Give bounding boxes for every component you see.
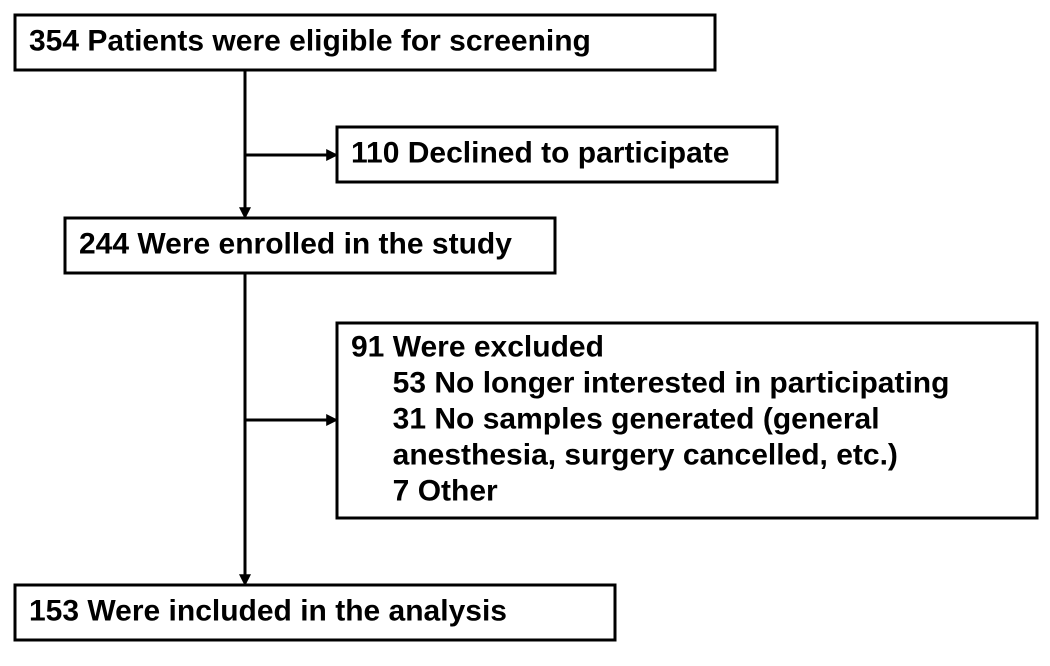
box-excluded-line-1: 53 No longer interested in participating <box>351 366 949 399</box>
box-eligible: 354 Patients were eligible for screening <box>15 15 715 70</box>
box-enrolled-line-0: 244 Were enrolled in the study <box>79 227 512 260</box>
box-excluded-line-3: anesthesia, surgery cancelled, etc.) <box>351 438 898 471</box>
consort-flowchart: 354 Patients were eligible for screening… <box>0 0 1050 666</box>
box-excluded-line-2: 31 No samples generated (general <box>351 402 880 435</box>
box-included-line-0: 153 Were included in the analysis <box>29 594 507 627</box>
box-eligible-line-0: 354 Patients were eligible for screening <box>29 24 591 57</box>
box-declined: 110 Declined to participate <box>337 127 777 182</box>
box-enrolled: 244 Were enrolled in the study <box>65 218 555 273</box>
box-excluded-line-4: 7 Other <box>351 474 498 507</box>
box-declined-line-0: 110 Declined to participate <box>351 136 729 169</box>
box-included: 153 Were included in the analysis <box>15 585 615 640</box>
box-excluded-line-0: 91 Were excluded <box>351 330 604 363</box>
box-excluded: 91 Were excluded 53 No longer interested… <box>337 323 1037 518</box>
